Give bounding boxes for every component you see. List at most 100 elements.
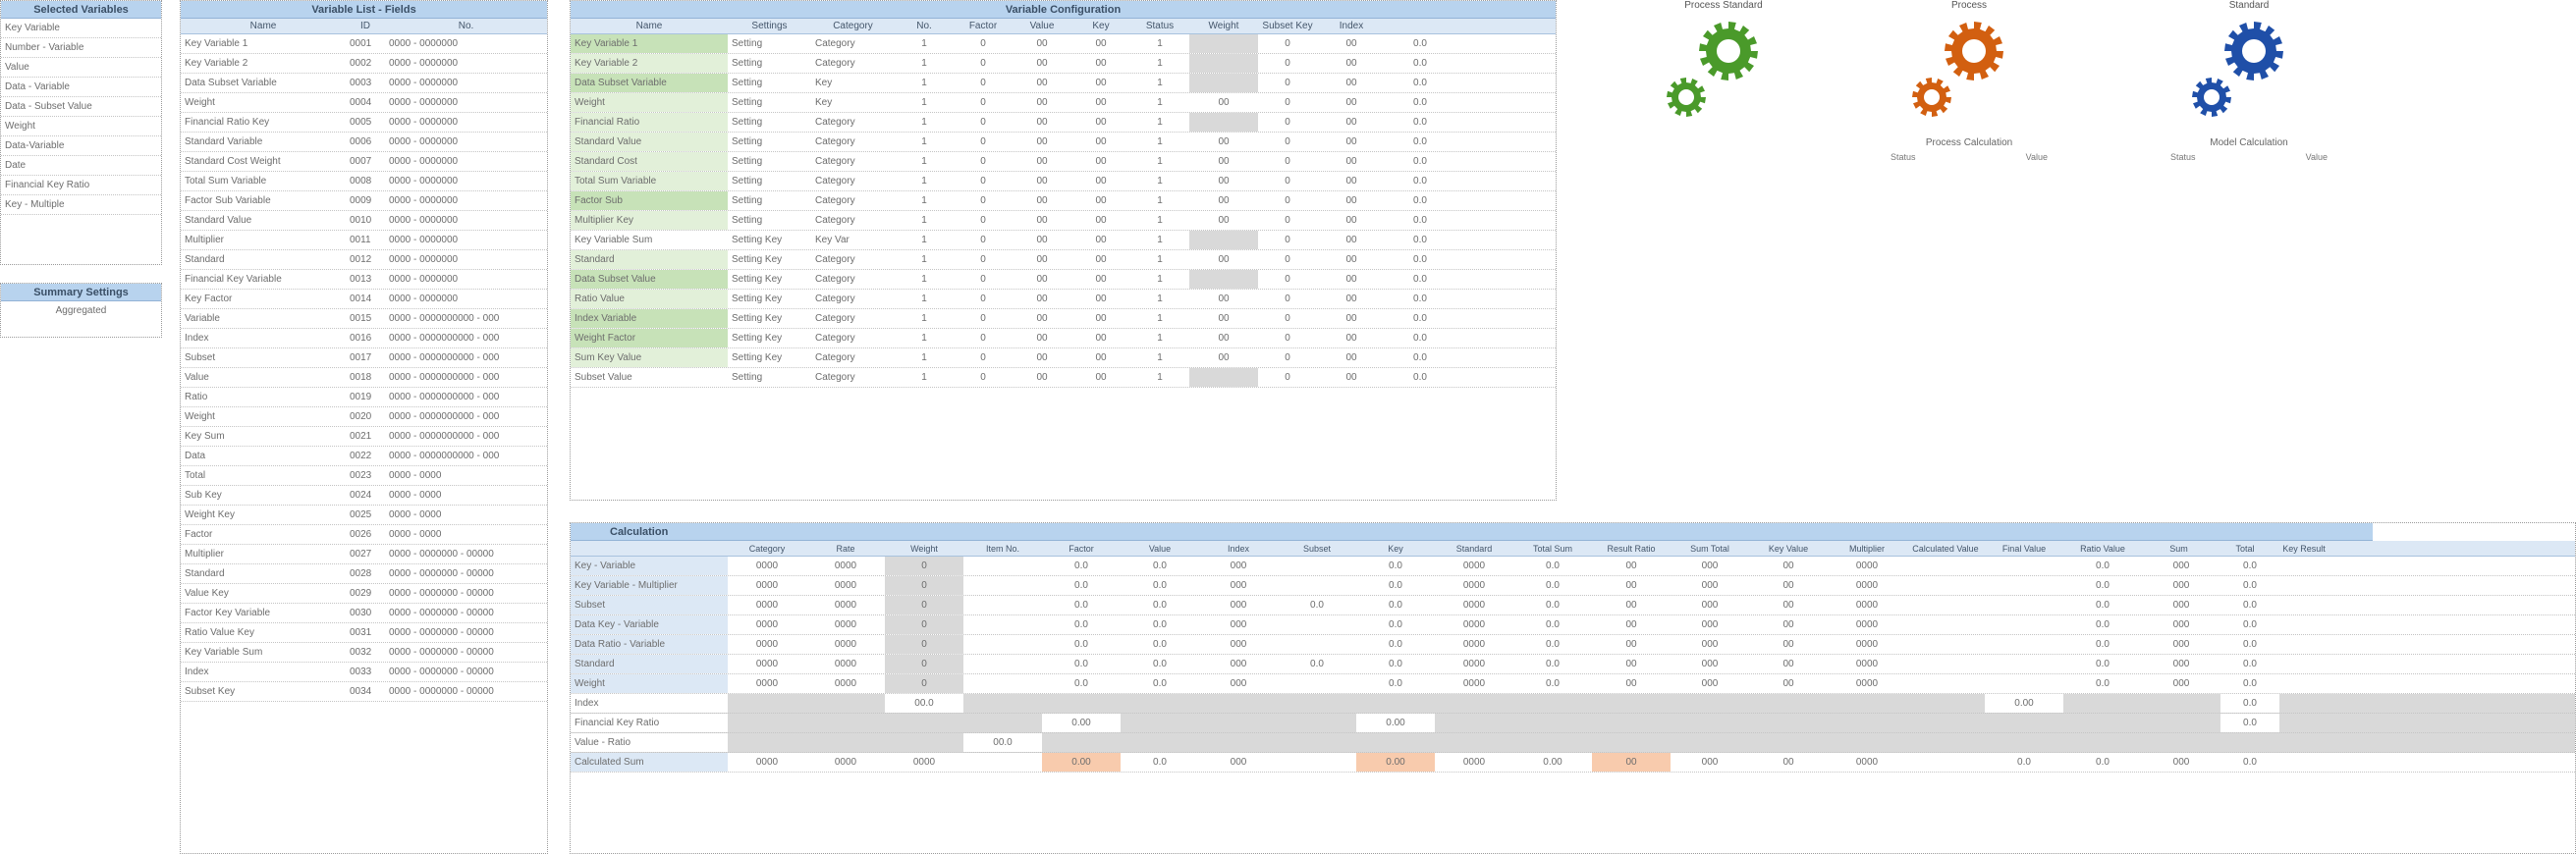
- config-row[interactable]: Standard Value Setting Category 1 0 00 00 1 00 0 0…: [571, 133, 1556, 152]
- calc-cell: [1828, 714, 1906, 732]
- variable-list-row[interactable]: Key Variable 2 0002 0000 - 0000000: [181, 54, 547, 74]
- variable-list-row[interactable]: Data Subset Variable 0003 0000 - 0000000: [181, 74, 547, 93]
- calc-row[interactable]: Standard 0000 0000 0 0.0 0.0 000 0.0 0.0 0000 0.0 0…: [571, 655, 2575, 674]
- variable-list-row[interactable]: Value 0018 0000 - 0000000000 - 000: [181, 368, 547, 388]
- config-row[interactable]: Index Variable Setting Key Category 1 0 00 00 1…: [571, 309, 1556, 329]
- variable-list-row[interactable]: Standard Cost Weight 0007 0000 - 0000000: [181, 152, 547, 172]
- variable-list-row[interactable]: Data 0022 0000 - 0000000000 - 000: [181, 447, 547, 466]
- variable-list-row[interactable]: Standard Value 0010 0000 - 0000000: [181, 211, 547, 231]
- variable-list-row[interactable]: Standard Variable 0006 0000 - 0000000: [181, 133, 547, 152]
- variable-list-cell: 0000 - 0000000: [389, 156, 459, 167]
- selected-variable-item[interactable]: Data - Variable: [1, 78, 161, 97]
- variable-list-row[interactable]: Ratio Value Key 0031 0000 - 0000000 - 0000…: [181, 623, 547, 643]
- config-row[interactable]: Factor Sub Setting Category 1 0 00 00 1 00 0 00 0.0: [571, 191, 1556, 211]
- variable-list-cell: 0004: [350, 97, 372, 108]
- calc-cell: 000: [2172, 560, 2190, 571]
- config-row[interactable]: Weight Factor Setting Key Category 1 0 00 00 1 0…: [571, 329, 1556, 348]
- calc-cell: 0.00: [1543, 757, 1562, 768]
- variable-list-row[interactable]: Key Variable 1 0001 0000 - 0000000: [181, 34, 547, 54]
- config-row[interactable]: Data Subset Value Setting Key Category 1 0 00…: [571, 270, 1556, 290]
- config-row[interactable]: Financial Ratio Setting Category 1 0 00 00 1 0 00…: [571, 113, 1556, 133]
- calc-cell: 0.0: [2243, 659, 2257, 669]
- calc-row[interactable]: Data Key - Variable 0000 0000 0 0.0 0.0 000 0.0…: [571, 615, 2575, 635]
- calc-cell: [963, 714, 1042, 732]
- variable-list-row[interactable]: Factor Sub Variable 0009 0000 - 0000000: [181, 191, 547, 211]
- calc-cell: [1278, 674, 1356, 693]
- variable-list-cell: 0034: [350, 686, 372, 697]
- variable-list-row[interactable]: Index 0033 0000 - 0000000 - 00000: [181, 663, 547, 682]
- variable-list-row[interactable]: Ratio 0019 0000 - 0000000000 - 000: [181, 388, 547, 407]
- config-row[interactable]: Key Variable 1 Setting Category 1 0 00 00 1 0 00 0…: [571, 34, 1556, 54]
- variable-list-row[interactable]: Key Variable Sum 0032 0000 - 0000000 - 000…: [181, 643, 547, 663]
- variable-list-row[interactable]: Weight 0020 0000 - 0000000000 - 000: [181, 407, 547, 427]
- config-cell: 00: [1095, 333, 1107, 344]
- config-row[interactable]: Total Sum Variable Setting Category 1 0 00 00 1…: [571, 172, 1556, 191]
- config-row[interactable]: Data Subset Variable Setting Key 1 0 00 00 1 0 00…: [571, 74, 1556, 93]
- selected-variable-item[interactable]: Weight: [1, 117, 161, 136]
- variable-list-row[interactable]: Subset Key 0034 0000 - 0000000 - 00000: [181, 682, 547, 702]
- config-cell: 1: [1157, 78, 1163, 88]
- selected-variable-item[interactable]: Key - Multiple: [1, 195, 161, 215]
- variable-list-row[interactable]: Sub Key 0024 0000 - 0000: [181, 486, 547, 506]
- variable-list-row[interactable]: Key Sum 0021 0000 - 0000000000 - 000: [181, 427, 547, 447]
- variable-list-cell: 0031: [350, 627, 372, 638]
- calc-col-header: Sum Total: [1690, 544, 1729, 554]
- calc-row[interactable]: Financial Key Ratio 0.00 0.00 0.0: [571, 714, 2575, 733]
- calc-cell: [728, 714, 806, 732]
- calc-row[interactable]: Value - Ratio 00.0: [571, 733, 2575, 753]
- variable-list-row[interactable]: Standard 0028 0000 - 0000000 - 00000: [181, 564, 547, 584]
- variable-list-row[interactable]: Multiplier 0027 0000 - 0000000 - 00000: [181, 545, 547, 564]
- config-row[interactable]: Weight Setting Key 1 0 00 00 1 00 0 00 0.0: [571, 93, 1556, 113]
- selected-variable-item[interactable]: Data-Variable: [1, 136, 161, 156]
- selected-variable-item[interactable]: Key Variable: [1, 19, 161, 38]
- selected-variable-item[interactable]: Data - Subset Value: [1, 97, 161, 117]
- selected-variable-item[interactable]: Number - Variable: [1, 38, 161, 58]
- config-cell: 0: [980, 333, 986, 344]
- variable-list-row[interactable]: Weight Key 0025 0000 - 0000: [181, 506, 547, 525]
- calc-cell: 000: [1230, 678, 1247, 689]
- calc-row[interactable]: Calculated Sum 0000 0000 0000 0.00 0.0 000 0.00…: [571, 753, 2575, 773]
- config-row[interactable]: Standard Setting Key Category 1 0 00 00 1 00 0 00 0…: [571, 250, 1556, 270]
- config-row[interactable]: Standard Cost Setting Category 1 0 00 00 1 00 0 00…: [571, 152, 1556, 172]
- calc-cell: 0.00: [1985, 694, 2063, 713]
- variable-list-row[interactable]: Key Factor 0014 0000 - 0000000: [181, 290, 547, 309]
- config-row[interactable]: Sum Key Value Setting Key Category 1 0 00 00 1 0…: [571, 348, 1556, 368]
- variable-list-row[interactable]: Standard 0012 0000 - 0000000: [181, 250, 547, 270]
- variable-list-row[interactable]: Factor 0026 0000 - 0000: [181, 525, 547, 545]
- config-row[interactable]: Ratio Value Setting Key Category 1 0 00 00 1 00 0…: [571, 290, 1556, 309]
- selected-variable-item[interactable]: Date: [1, 156, 161, 176]
- calc-cell: [1435, 714, 1513, 732]
- calc-row[interactable]: Subset 0000 0000 0 0.0 0.0 000 0.0 0.0 0000 0.0 00 0…: [571, 596, 2575, 615]
- calc-row[interactable]: Key - Variable 0000 0000 0 0.0 0.0 000 0.0 0000 0…: [571, 557, 2575, 576]
- config-cell: 00: [1036, 97, 1048, 108]
- variable-list-row[interactable]: Value Key 0029 0000 - 0000000 - 00000: [181, 584, 547, 604]
- calc-row[interactable]: Key Variable - Multiplier 0000 0000 0 0.0 0.0…: [571, 576, 2575, 596]
- summary-settings-value[interactable]: Aggregated: [55, 305, 107, 316]
- config-row[interactable]: Multiplier Key Setting Category 1 0 00 00 1 00 0 0…: [571, 211, 1556, 231]
- variable-list-row[interactable]: Total 0023 0000 - 0000: [181, 466, 547, 486]
- variable-list-row[interactable]: Financial Key Variable 0013 0000 - 0000000: [181, 270, 547, 290]
- variable-list-row[interactable]: Financial Ratio Key 0005 0000 - 0000000: [181, 113, 547, 133]
- calc-row[interactable]: Data Ratio - Variable 0000 0000 0 0.0 0.0 000 0…: [571, 635, 2575, 655]
- config-cell: 0: [980, 78, 986, 88]
- config-cell: 0: [1285, 78, 1290, 88]
- config-row[interactable]: Subset Value Setting Category 1 0 00 00 1 0 00 0.0: [571, 368, 1556, 388]
- variable-list-row[interactable]: Total Sum Variable 0008 0000 - 0000000: [181, 172, 547, 191]
- variable-list-row[interactable]: Subset 0017 0000 - 0000000000 - 000: [181, 348, 547, 368]
- selected-variable-item[interactable]: Value: [1, 58, 161, 78]
- variable-list-row[interactable]: Weight 0004 0000 - 0000000: [181, 93, 547, 113]
- variable-list-row[interactable]: Variable 0015 0000 - 0000000000 - 000: [181, 309, 547, 329]
- calc-row[interactable]: Weight 0000 0000 0 0.0 0.0 000 0.0 0000 0.0 00 000 0…: [571, 674, 2575, 694]
- config-cell: 0: [1285, 352, 1290, 363]
- variable-list-row[interactable]: Factor Key Variable 0030 0000 - 0000000 - …: [181, 604, 547, 623]
- calc-cell: 0.0: [2243, 678, 2257, 689]
- variable-list-cell: Value: [185, 372, 209, 383]
- variable-list-row[interactable]: Index 0016 0000 - 0000000000 - 000: [181, 329, 547, 348]
- config-row[interactable]: Key Variable Sum Setting Key Key Var 1 0 00 00…: [571, 231, 1556, 250]
- variable-list-row[interactable]: Multiplier 0011 0000 - 0000000: [181, 231, 547, 250]
- config-row[interactable]: Key Variable 2 Setting Category 1 0 00 00 1 0 00 0…: [571, 54, 1556, 74]
- calc-cell: 0000: [1462, 757, 1486, 768]
- calc-row[interactable]: Index 00.0 0.00 0.0: [571, 694, 2575, 714]
- calc-cell: 000: [2172, 678, 2190, 689]
- selected-variable-item[interactable]: Financial Key Ratio: [1, 176, 161, 195]
